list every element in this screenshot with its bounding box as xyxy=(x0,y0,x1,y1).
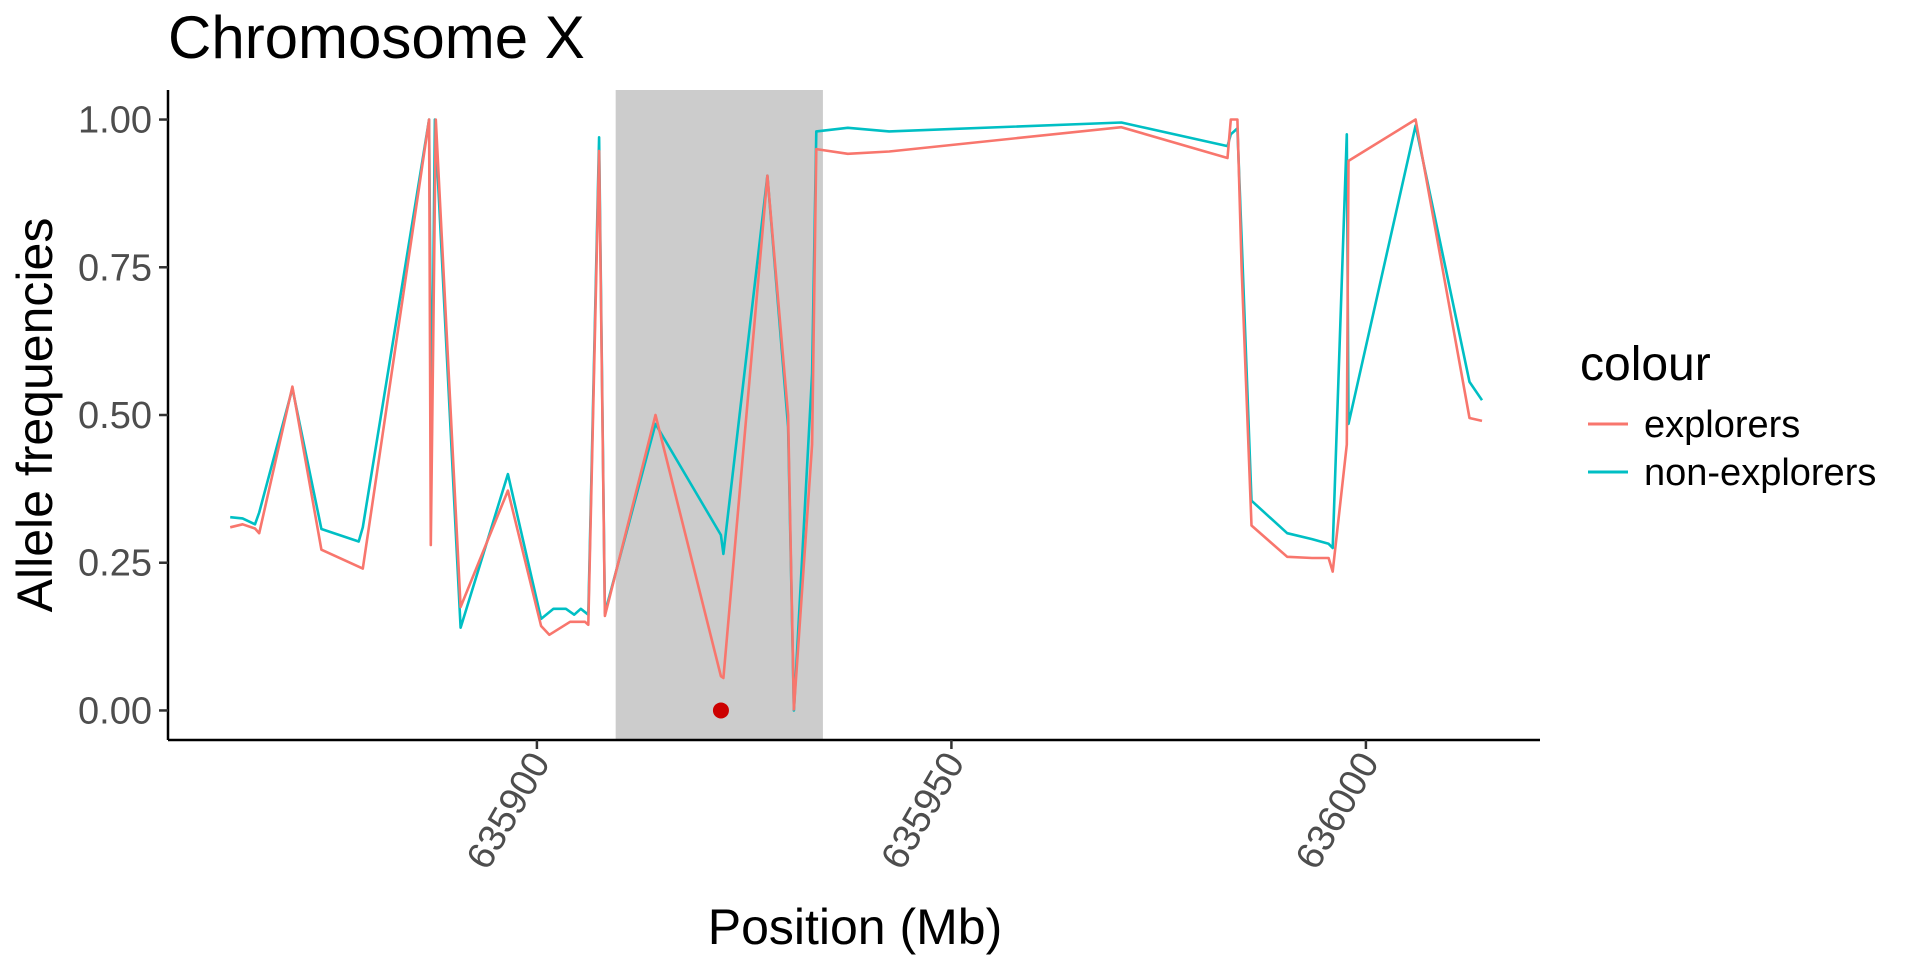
series-layer xyxy=(229,118,1484,712)
y-tick-label: 1.00 xyxy=(78,100,152,142)
series-line-non-explorers xyxy=(230,118,1484,712)
y-tick-label: 0.50 xyxy=(78,395,152,437)
x-tick-label: 635950 xyxy=(873,746,973,877)
y-tick-label: 0.25 xyxy=(78,543,152,585)
y-tick-label: 0.00 xyxy=(78,690,152,732)
y-axis-title: Allele frequencies xyxy=(7,218,63,613)
x-axis-ticks: 635900 635950 636000 xyxy=(459,740,1388,876)
x-axis-title: Position (Mb) xyxy=(708,899,1003,955)
x-tick-label: 636000 xyxy=(1288,746,1388,877)
legend-label-explorers: explorers xyxy=(1644,404,1800,446)
y-axis-ticks: 0.00 0.25 0.50 0.75 1.00 xyxy=(78,100,168,732)
legend-label-non-explorers: non-explorers xyxy=(1644,452,1876,494)
chart-title: Chromosome X xyxy=(168,4,585,71)
y-tick-label: 0.75 xyxy=(78,247,152,289)
series-line-explorers xyxy=(229,118,1483,711)
highlight-marker xyxy=(712,702,729,719)
x-tick-label: 635900 xyxy=(459,746,559,877)
legend: colour explorers non-explorers xyxy=(1580,338,1876,494)
legend-title: colour xyxy=(1580,338,1711,391)
